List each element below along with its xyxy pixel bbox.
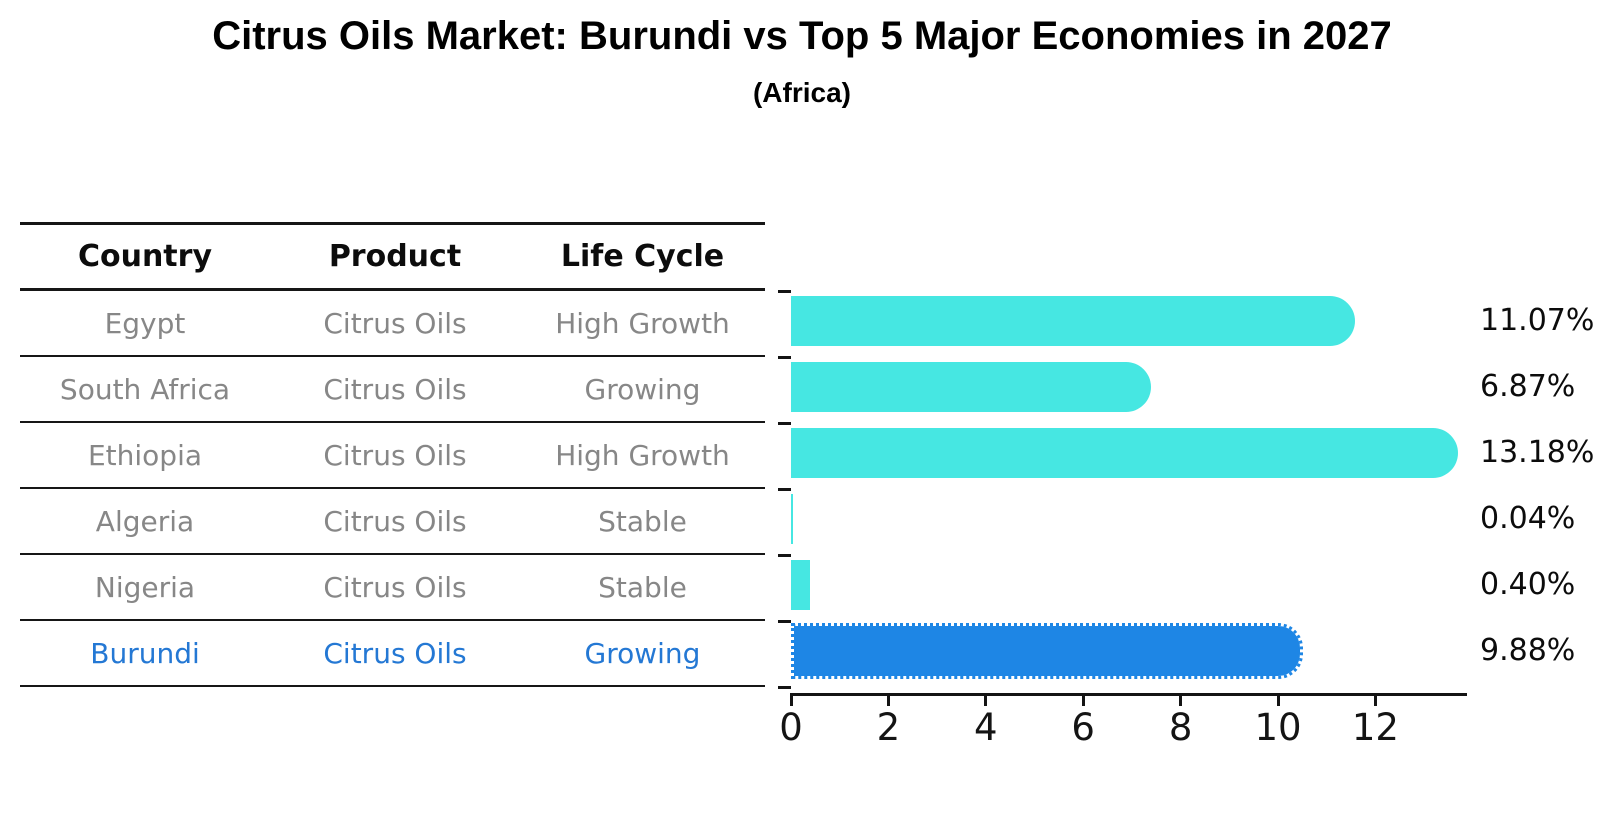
table-header-product: Product: [328, 239, 462, 274]
cell-country: Burundi: [90, 636, 200, 670]
cell-product: Citrus Oils: [323, 372, 467, 406]
cell-country: Nigeria: [94, 570, 196, 604]
cell-life-cycle: High Growth: [555, 438, 730, 472]
table-body: Egypt Citrus Oils High Growth South Africa C…: [20, 291, 765, 687]
x-axis-tick-label: 6: [1071, 706, 1095, 749]
cell-product: Citrus Oils: [323, 306, 467, 340]
x-axis-tick: [789, 696, 793, 706]
cell-life-cycle: High Growth: [555, 306, 730, 340]
x-axis-tick-label: 4: [974, 706, 998, 749]
x-axis-tick-label: 12: [1351, 706, 1399, 749]
chart-subtitle: (Africa): [752, 77, 851, 108]
cell-product: Citrus Oils: [323, 504, 467, 538]
table-header-country: Country: [77, 239, 213, 274]
bar-egypt: [791, 296, 1356, 346]
y-axis-tick: [778, 422, 791, 425]
cell-country: Algeria: [95, 504, 195, 538]
y-axis-tick: [778, 290, 791, 293]
y-axis-tick: [778, 686, 791, 689]
x-axis-tick-label: 0: [779, 706, 803, 749]
cell-country: Ethiopia: [87, 438, 203, 472]
table-row-ethiopia: Ethiopia Citrus Oils High Growth: [20, 423, 765, 489]
cell-life-cycle: Stable: [598, 570, 687, 604]
bar-nigeria: [791, 560, 811, 610]
y-axis-tick: [778, 554, 791, 557]
bar-ethiopia: [791, 428, 1458, 478]
x-axis-tick: [1081, 696, 1085, 706]
x-axis-tick: [984, 696, 988, 706]
bar-value-label-south-africa: 6.87%: [1480, 369, 1576, 404]
table-row-algeria: Algeria Citrus Oils Stable: [20, 489, 765, 555]
bar-value-label-burundi: 9.88%: [1480, 633, 1576, 668]
x-axis-tick: [1179, 696, 1183, 706]
x-axis-tick: [886, 696, 890, 706]
bar-value-label-ethiopia: 13.18%: [1480, 435, 1595, 470]
table-row-south-africa: South Africa Citrus Oils Growing: [20, 357, 765, 423]
table-header-row: Country Product Life Cycle: [20, 222, 765, 291]
bar-value-label-egypt: 11.07%: [1480, 303, 1595, 338]
cell-product: Citrus Oils: [323, 438, 467, 472]
bar-algeria: [791, 494, 793, 544]
y-axis-tick: [778, 488, 791, 491]
table-row-nigeria: Nigeria Citrus Oils Stable: [20, 555, 765, 621]
x-axis-tick: [1276, 696, 1280, 706]
cell-life-cycle: Growing: [584, 636, 701, 670]
cell-life-cycle: Growing: [584, 372, 701, 406]
chart-title: Citrus Oils Market: Burundi vs Top 5 Maj…: [212, 14, 1392, 58]
x-axis-tick-label: 2: [876, 706, 901, 749]
table-row-burundi: Burundi Citrus Oils Growing: [20, 621, 765, 687]
table-header-life-cycle: Life Cycle: [560, 239, 725, 274]
x-axis-tick-label: 8: [1168, 706, 1193, 749]
cell-product: Citrus Oils: [323, 636, 467, 670]
y-axis-tick: [778, 356, 791, 359]
table-row-egypt: Egypt Citrus Oils High Growth: [20, 291, 765, 357]
y-axis-tick: [778, 620, 791, 623]
cell-country: South Africa: [59, 372, 231, 406]
x-axis-tick-label: 10: [1254, 706, 1302, 749]
bar-burundi: [791, 623, 1304, 679]
bar-value-label-nigeria: 0.40%: [1480, 567, 1576, 602]
bar-south-africa: [791, 362, 1151, 412]
cell-country: Egypt: [104, 306, 186, 340]
cell-product: Citrus Oils: [323, 570, 467, 604]
x-axis-tick: [1373, 696, 1377, 706]
cell-life-cycle: Stable: [598, 504, 687, 538]
x-axis-line: [790, 693, 1467, 696]
bar-value-label-algeria: 0.04%: [1480, 501, 1576, 536]
country-table: Country Product Life Cycle Egypt Citrus O…: [20, 222, 765, 687]
